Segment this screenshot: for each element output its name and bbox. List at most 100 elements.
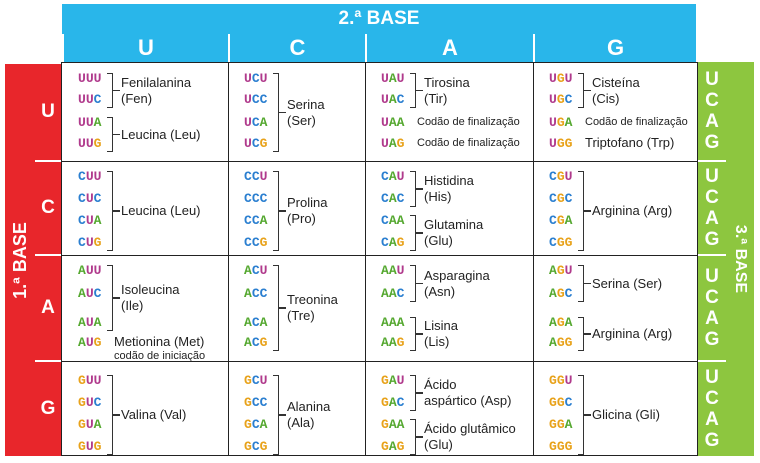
amino-acid-line: (Lis) [424, 334, 450, 349]
third-letter: A [705, 308, 719, 329]
amino-acid-line: (His) [424, 189, 452, 204]
amino-acid-line: Cisteína [592, 74, 640, 90]
amino-acid-line: Treonina [287, 292, 338, 307]
codon: CCG [244, 235, 267, 250]
nucleotide: A [259, 115, 268, 130]
bracket [410, 171, 416, 207]
third-letter: G [704, 329, 720, 350]
codon-grid: UUU UUC UUA UUG Fenilalanina (Fen) Leucina (Le… [61, 62, 698, 456]
bracket [410, 73, 416, 108]
codon-note-text: Metionina (Met) [114, 334, 205, 349]
codon: AGU [549, 263, 572, 278]
nucleotide: C [244, 213, 252, 228]
codon: GCC [244, 395, 267, 410]
nucleotide: A [549, 263, 557, 278]
amino-acid-label: Serina (Ser) [287, 97, 325, 129]
nucleotide: U [381, 136, 389, 151]
nucleotide: A [564, 213, 573, 228]
codon: CGA [549, 213, 572, 228]
bracket-tick [584, 282, 591, 284]
nucleotide: A [564, 315, 573, 330]
grid-vline [533, 63, 534, 455]
nucleotide: C [564, 395, 573, 410]
codon-cell: AUU AUC AUA AUG Isoleucina (Ile) Metionina (Me… [62, 255, 228, 362]
third-letter: C [705, 287, 719, 308]
nucleotide: A [78, 263, 86, 278]
col-header-a: A [365, 34, 533, 62]
codon-cell: GAU GAC GAA GAG Ácido aspártico (Asp) Ácido gl… [365, 361, 533, 457]
amino-acid-line: Alanina [287, 399, 331, 414]
nucleotide: A [381, 286, 389, 301]
amino-acid-label: Cisteína (Cis) [592, 75, 640, 107]
nucleotide: A [388, 235, 397, 250]
codon: UGC [549, 92, 572, 107]
codon: CUG [78, 235, 101, 250]
bracket-tick [416, 333, 423, 335]
nucleotide: U [85, 235, 94, 250]
nucleotide: U [549, 92, 557, 107]
nucleotide: G [93, 439, 102, 454]
nucleotide: A [381, 315, 389, 330]
nucleotide: G [381, 417, 389, 432]
nucleotide: C [78, 213, 86, 228]
nucleotide: U [549, 136, 557, 151]
nucleotide: G [78, 417, 86, 432]
amino-acid-label: Glicina (Gli) [592, 407, 660, 423]
codon: UCG [244, 136, 267, 151]
bracket-tick [113, 210, 120, 212]
codon-note-text: Triptofano (Trp) [585, 135, 675, 150]
codon-cell: GGU GGC GGA GGG Glicina (Gli) [533, 361, 699, 457]
codon: GGU [549, 373, 572, 388]
nucleotide: U [396, 263, 405, 278]
third-letter: C [705, 187, 719, 208]
bracket [410, 265, 416, 302]
nucleotide: C [251, 136, 260, 151]
amino-acid-line: Fenilalanina [121, 74, 192, 90]
third-letter: C [705, 90, 719, 111]
nucleotide: C [251, 92, 260, 107]
codon-cell: AAU AAC AAA AAG Asparagina (Asn) Lisina (Lis) [365, 255, 533, 361]
nucleotide: U [564, 71, 573, 86]
nucleotide: U [85, 71, 94, 86]
nucleotide: A [78, 335, 86, 350]
amino-acid-line: Histidina [424, 173, 474, 188]
amino-acid-line: Tirosina [424, 74, 470, 90]
nucleotide: G [556, 439, 565, 454]
codon: UAU [381, 71, 404, 86]
nucleotide: A [244, 286, 252, 301]
nucleotide: A [396, 115, 405, 130]
bracket-tick [584, 210, 591, 212]
nucleotide: U [244, 92, 252, 107]
nucleotide: G [549, 417, 557, 432]
bracket-tick [113, 297, 120, 299]
nucleotide: A [564, 115, 573, 130]
col-header-g: G [533, 34, 696, 62]
nucleotide: C [251, 213, 260, 228]
third-letter: A [705, 111, 719, 132]
bracket-tick [416, 188, 423, 190]
bracket [107, 171, 113, 251]
amino-acid-line: Prolina [287, 195, 328, 210]
nucleotide: U [85, 169, 94, 184]
nucleotide: C [78, 235, 86, 250]
codon-cell: CCU CCC CCA CCG Prolina (Pro) [228, 161, 365, 255]
nucleotide: C [251, 417, 260, 432]
nucleotide: C [396, 286, 405, 301]
nucleotide: C [251, 315, 260, 330]
nucleotide: G [396, 439, 405, 454]
nucleotide: G [259, 439, 268, 454]
codon: ACG [244, 335, 267, 350]
amino-acid-label: Treonina (Tre) [287, 292, 338, 324]
grid-hline [62, 361, 697, 362]
nucleotide: A [381, 263, 389, 278]
amino-acid-line: (Ala) [287, 415, 315, 430]
third-letter: U [705, 367, 719, 388]
nucleotide: C [381, 213, 389, 228]
nucleotide: U [381, 71, 389, 86]
codon-note-text: Codão de finalização [417, 137, 520, 149]
nucleotide: U [244, 136, 252, 151]
amino-acid-label: Leucina (Leu) [121, 127, 201, 143]
